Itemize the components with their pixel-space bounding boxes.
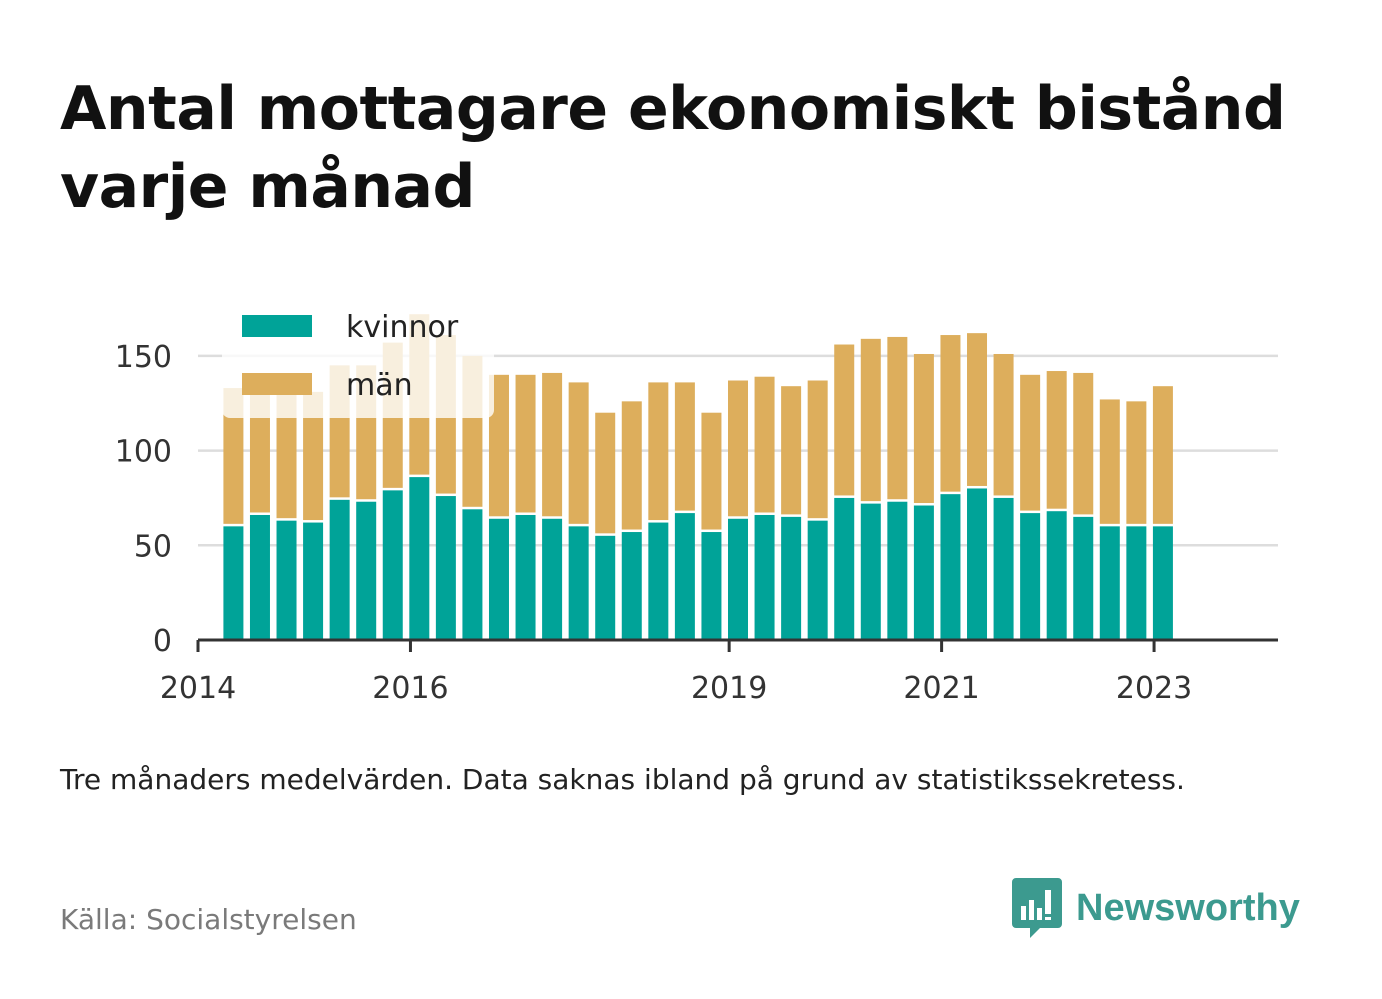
bar-kvinnor <box>1020 513 1041 640</box>
bar-chart-speech-icon <box>1012 878 1062 938</box>
bar-kvinnor <box>940 494 961 640</box>
bar-kvinnor <box>993 497 1014 640</box>
bar-man <box>913 353 934 504</box>
bar-kvinnor <box>435 496 456 640</box>
bar-man <box>1152 386 1173 524</box>
bar-man <box>568 382 589 524</box>
bar-man <box>303 391 324 521</box>
bar-kvinnor <box>1099 526 1120 640</box>
bar-man <box>674 382 695 511</box>
stacked-bar-chart: 0 50 100 150 2014 2016 2019 2021 2023 kvinnor män <box>114 296 1278 706</box>
bar-kvinnor <box>967 488 988 640</box>
y-tick-label: 50 <box>134 529 172 564</box>
bar-kvinnor <box>781 516 802 640</box>
bar-kvinnor <box>913 505 934 640</box>
chart-note: Tre månaders medelvärden. Data saknas ib… <box>60 763 1185 796</box>
legend-swatch-man <box>242 373 312 395</box>
bar-man <box>1020 374 1041 511</box>
x-tick-label: 2021 <box>903 671 979 706</box>
bar-man <box>542 372 563 517</box>
bar-kvinnor <box>887 501 908 640</box>
bar-man <box>701 412 722 530</box>
legend: kvinnor män <box>222 296 494 418</box>
chart-title: Antal mottagare ekonomiskt bistånd varje… <box>60 74 1286 222</box>
bar-kvinnor <box>834 497 855 640</box>
legend-label: män <box>346 368 413 403</box>
source-text: Källa: Socialstyrelsen <box>60 903 357 936</box>
bar-kvinnor <box>621 532 642 640</box>
bar-man <box>940 335 961 492</box>
y-tick-label: 150 <box>115 340 172 375</box>
bar-kvinnor <box>382 490 403 640</box>
bar-man <box>1099 399 1120 524</box>
bar-man <box>834 344 855 496</box>
brand-name: Newsworthy <box>1076 886 1300 929</box>
bar-man <box>648 382 669 521</box>
bar-kvinnor <box>223 526 244 640</box>
axes: 0 50 100 150 2014 2016 2019 2021 2023 <box>115 340 1278 706</box>
bar-kvinnor <box>701 532 722 640</box>
bar-kvinnor <box>488 518 509 640</box>
bar-kvinnor <box>568 526 589 640</box>
bar-kvinnor <box>674 513 695 640</box>
bar-man <box>754 376 775 513</box>
y-tick-label: 0 <box>153 624 172 659</box>
bar-kvinnor <box>356 501 377 640</box>
bar-man <box>276 388 297 519</box>
bar-kvinnor <box>1073 516 1094 640</box>
bar-man <box>1046 371 1067 509</box>
bar-kvinnor <box>728 518 748 640</box>
bar-kvinnor <box>860 503 881 640</box>
bar-kvinnor <box>648 522 669 640</box>
bar-kvinnor <box>276 520 297 640</box>
bar-man <box>781 386 802 515</box>
bar-kvinnor <box>542 518 563 640</box>
x-tick-label: 2023 <box>1116 671 1192 706</box>
bar-man <box>621 401 642 530</box>
bar-kvinnor <box>515 514 536 640</box>
bar-man <box>860 338 881 502</box>
bar-kvinnor <box>1126 526 1147 640</box>
bar-kvinnor <box>409 477 430 640</box>
bar-man <box>993 353 1014 496</box>
bar-kvinnor <box>1046 511 1067 640</box>
bar-kvinnor <box>303 522 324 640</box>
bar-kvinnor <box>249 514 270 640</box>
newsworthy-logo: Newsworthy <box>1012 878 1300 938</box>
bar-man <box>223 388 244 524</box>
bar-man <box>1126 401 1147 524</box>
bar-kvinnor <box>807 520 828 640</box>
bar-man <box>249 389 270 513</box>
bar-kvinnor <box>595 535 616 640</box>
bar-man <box>967 333 988 486</box>
legend-swatch-kvinnor <box>242 315 312 337</box>
bar-kvinnor <box>462 509 483 640</box>
bar-kvinnor <box>329 499 350 640</box>
bar-man <box>807 380 828 519</box>
bar-man <box>595 412 616 534</box>
bar-man <box>728 380 748 517</box>
x-tick-label: 2016 <box>372 671 448 706</box>
x-tick-label: 2019 <box>691 671 767 706</box>
bar-man <box>515 374 536 513</box>
bar-man <box>1073 372 1094 515</box>
bar-kvinnor <box>754 514 775 640</box>
bar-kvinnor <box>1152 526 1173 640</box>
legend-label: kvinnor <box>346 310 459 345</box>
bar-man <box>887 336 908 500</box>
y-tick-label: 100 <box>115 435 172 470</box>
x-tick-label: 2014 <box>160 671 236 706</box>
